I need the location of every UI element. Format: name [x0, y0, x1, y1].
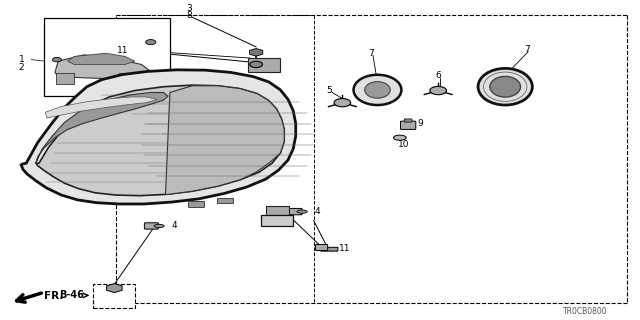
Ellipse shape — [478, 68, 532, 105]
Text: 4: 4 — [315, 207, 321, 216]
Text: 7: 7 — [368, 49, 374, 58]
Text: 11: 11 — [339, 244, 351, 253]
FancyBboxPatch shape — [316, 244, 328, 251]
Polygon shape — [21, 70, 296, 204]
FancyBboxPatch shape — [248, 58, 280, 72]
FancyBboxPatch shape — [404, 119, 412, 122]
Ellipse shape — [353, 75, 401, 105]
Ellipse shape — [297, 210, 307, 213]
Text: 1: 1 — [19, 55, 24, 64]
FancyBboxPatch shape — [56, 73, 74, 84]
Circle shape — [136, 74, 147, 79]
Ellipse shape — [394, 135, 406, 140]
Text: 7: 7 — [524, 44, 530, 54]
FancyBboxPatch shape — [288, 208, 302, 215]
Polygon shape — [36, 92, 168, 163]
Ellipse shape — [490, 76, 520, 97]
FancyBboxPatch shape — [120, 73, 138, 84]
Text: TR0CB0800: TR0CB0800 — [563, 307, 607, 316]
Ellipse shape — [365, 82, 390, 98]
FancyBboxPatch shape — [217, 198, 232, 203]
Circle shape — [430, 86, 447, 95]
FancyBboxPatch shape — [401, 121, 416, 129]
Polygon shape — [45, 97, 157, 118]
Text: 5: 5 — [326, 86, 332, 95]
Text: 3: 3 — [186, 4, 191, 13]
Text: 8: 8 — [186, 11, 191, 20]
FancyBboxPatch shape — [93, 284, 135, 308]
Text: 2: 2 — [19, 63, 24, 72]
Polygon shape — [166, 86, 284, 195]
Text: 10: 10 — [398, 140, 410, 148]
Text: 6: 6 — [435, 71, 441, 80]
Text: FR.: FR. — [44, 292, 63, 301]
Text: 4: 4 — [172, 221, 177, 230]
FancyBboxPatch shape — [44, 18, 170, 96]
Text: 11: 11 — [117, 45, 129, 55]
FancyBboxPatch shape — [321, 247, 338, 251]
Circle shape — [146, 40, 156, 45]
Circle shape — [250, 61, 262, 68]
FancyBboxPatch shape — [188, 201, 204, 206]
Text: B-46: B-46 — [60, 291, 84, 300]
Ellipse shape — [154, 224, 164, 228]
FancyBboxPatch shape — [266, 205, 289, 215]
Polygon shape — [68, 53, 135, 64]
FancyBboxPatch shape — [260, 215, 293, 226]
Text: 9: 9 — [418, 119, 424, 128]
Circle shape — [334, 99, 351, 107]
Circle shape — [52, 57, 61, 62]
Polygon shape — [55, 55, 151, 79]
FancyBboxPatch shape — [145, 223, 159, 229]
Polygon shape — [36, 85, 284, 196]
